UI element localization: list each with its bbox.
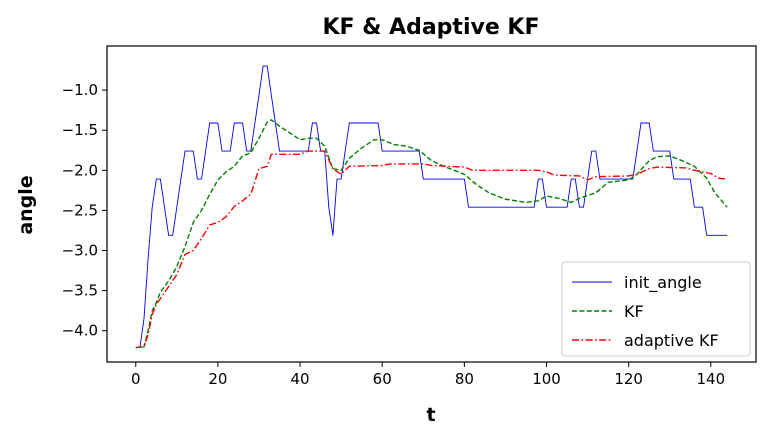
x-axis: 0 20 40 60 80 100 120 140 (131, 362, 725, 388)
series-line-adaptive-kf (135, 150, 728, 349)
x-tick-label: 140 (696, 370, 725, 388)
x-axis-title: t (426, 404, 435, 426)
y-tick-label: −1.0 (62, 81, 98, 99)
legend-label: init_angle (624, 273, 702, 293)
series-layer (135, 65, 728, 349)
x-tick-label: 40 (291, 370, 310, 388)
y-tick-label: −2.0 (62, 161, 98, 179)
y-axis: −1.0 −1.5 −2.0 −2.5 −3.0 −3.5 −4.0 (62, 81, 107, 340)
x-tick-label: 20 (208, 370, 227, 388)
chart-title: KF & Adaptive KF (322, 15, 539, 40)
series-line-kf (135, 119, 728, 349)
y-tick-label: −2.5 (62, 201, 98, 219)
plot-area (106, 45, 757, 363)
series-line-init-angle (135, 65, 728, 349)
x-tick-label: 100 (532, 370, 561, 388)
x-tick-label: 80 (455, 370, 474, 388)
y-axis-title: angle (15, 175, 37, 234)
legend: init_angle KF adaptive KF (561, 261, 751, 357)
x-tick-label: 60 (373, 370, 392, 388)
y-tick-label: −1.5 (62, 121, 98, 139)
x-tick-label: 120 (614, 370, 643, 388)
y-tick-label: −3.5 (62, 282, 98, 300)
legend-box (561, 261, 751, 357)
y-tick-label: −3.0 (62, 242, 98, 260)
y-tick-label: −4.0 (62, 322, 98, 340)
x-tick-label: 0 (131, 370, 141, 388)
plot-frame (106, 45, 757, 363)
legend-label: adaptive KF (624, 331, 719, 350)
legend-label: KF (624, 302, 644, 321)
